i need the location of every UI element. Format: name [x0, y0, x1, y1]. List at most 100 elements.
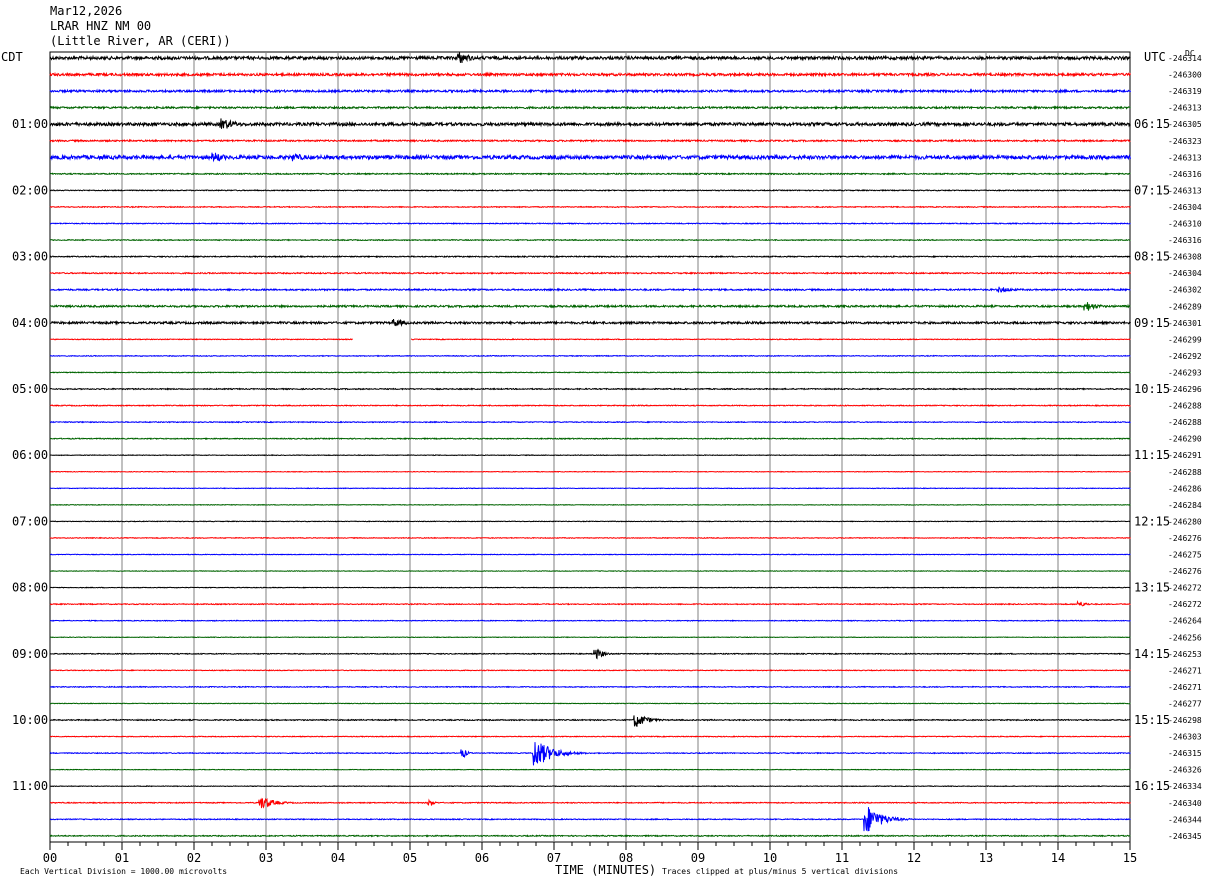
x-tick-label: 11	[835, 851, 849, 865]
header-station: LRAR HNZ NM 00	[50, 19, 152, 33]
dc-offset-label: -246313	[1168, 153, 1202, 162]
trace-line	[49, 420, 1131, 424]
dc-offset-label: -246290	[1168, 435, 1202, 444]
left-time-label: 10:00	[12, 713, 48, 727]
x-tick-label: 06	[475, 851, 489, 865]
dc-offset-label: -246272	[1168, 600, 1202, 609]
trace-line	[49, 118, 1131, 129]
trace-line	[49, 371, 1131, 374]
x-tick-label: 08	[619, 851, 633, 865]
x-tick-label: 10	[763, 851, 777, 865]
trace-line	[49, 222, 1131, 225]
trace-line	[49, 105, 1131, 111]
right-time-label: 14:15	[1134, 647, 1170, 661]
dc-offset-label: -246264	[1168, 617, 1202, 626]
trace-line	[49, 52, 1131, 63]
trace-line	[50, 487, 1131, 490]
dc-offset-label: -246308	[1168, 253, 1202, 262]
trace-line	[49, 387, 1131, 391]
trace-line	[49, 715, 1131, 727]
trace-line	[49, 742, 1131, 766]
dc-offset-label: -246276	[1168, 567, 1202, 576]
header-location: (Little River, AR (CERI))	[50, 34, 231, 48]
right-time-label: 16:15	[1134, 779, 1170, 793]
dc-offset-label: -246292	[1168, 352, 1202, 361]
dc-offset-label: -246326	[1168, 766, 1202, 775]
trace-line	[49, 797, 1131, 809]
dc-offset-label: -246300	[1168, 71, 1202, 80]
x-tick-label: 02	[187, 851, 201, 865]
trace-line	[49, 503, 1131, 506]
trace-line	[49, 152, 1131, 163]
dc-offset-label: -246256	[1168, 633, 1202, 642]
dc-offset-label: -246291	[1168, 451, 1202, 460]
dc-offset-label: -246253	[1168, 650, 1202, 659]
trace-line	[49, 172, 1131, 176]
dc-offset-label: -246344	[1168, 815, 1202, 824]
dc-offset-label: -246272	[1168, 584, 1202, 593]
dc-offset-label: -246277	[1168, 699, 1202, 708]
trace-line	[49, 636, 1131, 639]
dc-offset-label: -246286	[1168, 484, 1202, 493]
trace-line	[49, 271, 1131, 275]
left-time-label: 11:00	[12, 779, 48, 793]
trace-line	[49, 536, 1131, 540]
trace-line	[49, 71, 1131, 78]
dc-offset-label: -246280	[1168, 517, 1202, 526]
trace-line	[49, 88, 1131, 95]
right-time-label: 12:15	[1134, 514, 1170, 528]
x-tick-label: 13	[979, 851, 993, 865]
left-time-label: 03:00	[12, 250, 48, 264]
dc-offset-label: -246275	[1168, 551, 1202, 560]
dc-offset-label: -246334	[1168, 782, 1202, 791]
clip-note: Traces clipped at plus/minus 5 vertical …	[662, 867, 899, 876]
trace-line	[49, 205, 1131, 209]
x-tick-label: 07	[547, 851, 561, 865]
left-time-label: 06:00	[12, 448, 48, 462]
dc-offset-label: -246345	[1168, 832, 1202, 841]
dc-offset-label: -246289	[1168, 302, 1202, 311]
x-tick-label: 01	[115, 851, 129, 865]
dc-offset-label: -246313	[1168, 104, 1202, 113]
left-time-label: 05:00	[12, 382, 48, 396]
right-time-label: 10:15	[1134, 382, 1170, 396]
plot-frame	[49, 51, 1131, 843]
dc-offset-label: -246298	[1168, 716, 1202, 725]
x-tick-label: 00	[43, 851, 57, 865]
trace-line	[49, 600, 1131, 607]
right-axis-title: UTC	[1144, 50, 1166, 64]
dc-offset-label: -246296	[1168, 385, 1202, 394]
dc-offset-label: -246316	[1168, 170, 1202, 179]
dc-offset-label: -246340	[1168, 799, 1202, 808]
dc-offset-label: -246303	[1168, 733, 1202, 742]
right-time-label: 11:15	[1134, 448, 1170, 462]
x-tick-label: 15	[1123, 851, 1137, 865]
dc-offset-label: -246314	[1168, 54, 1202, 63]
trace-line	[49, 648, 1131, 660]
trace-line	[49, 586, 1131, 589]
trace-line	[50, 470, 1131, 473]
trace-line	[49, 520, 1131, 523]
dc-offset-label: -246288	[1168, 402, 1202, 411]
trace-line	[49, 685, 1131, 689]
right-time-label: 15:15	[1134, 713, 1170, 727]
right-time-label: 06:15	[1134, 117, 1170, 131]
trace-line	[49, 785, 1131, 788]
trace-line	[49, 807, 1131, 832]
dc-offset-label: -246302	[1168, 286, 1202, 295]
trace-line	[49, 302, 1131, 311]
dc-offset-label: -246276	[1168, 534, 1202, 543]
dc-offset-label: -246319	[1168, 87, 1202, 96]
right-time-label: 09:15	[1134, 316, 1170, 330]
dc-offset-label: -246301	[1168, 319, 1202, 328]
trace-line	[49, 338, 1131, 341]
dc-offset-label: -246293	[1168, 368, 1202, 377]
dc-offset-label: -246271	[1168, 666, 1202, 675]
trace-line	[50, 454, 1131, 457]
dc-offset-label: -246313	[1168, 186, 1202, 195]
trace-line	[50, 768, 1131, 771]
left-time-label: 09:00	[12, 647, 48, 661]
x-tick-label: 04	[331, 851, 345, 865]
trace-line	[49, 404, 1131, 407]
